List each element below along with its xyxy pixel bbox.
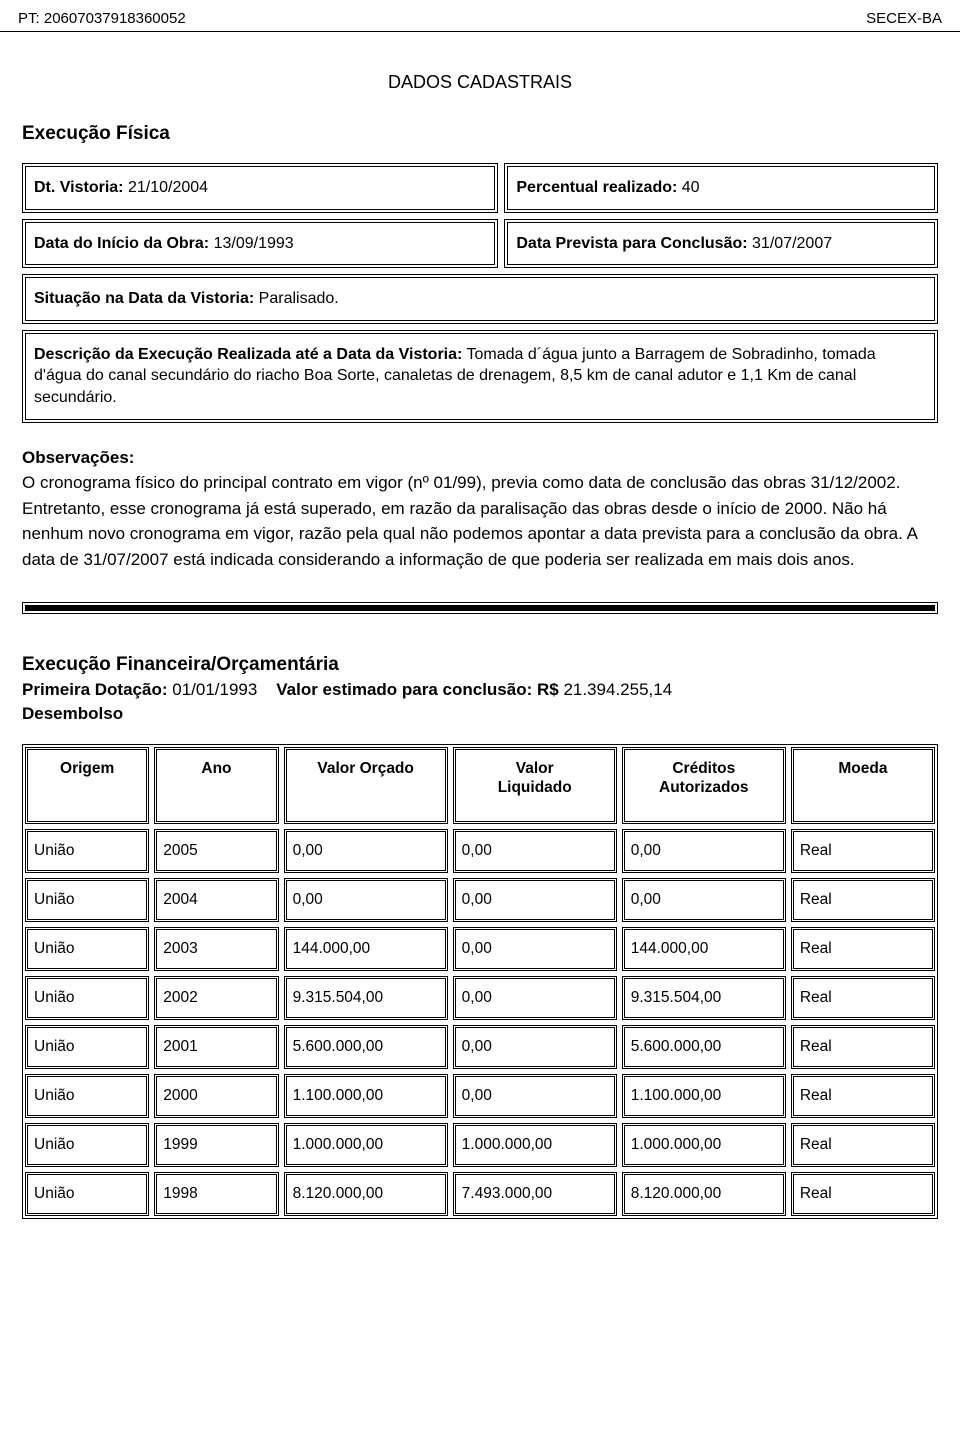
table-row: União20015.600.000,000,005.600.000,00Rea… [25, 1025, 935, 1069]
table-cell: 1.100.000,00 [622, 1074, 786, 1118]
table-cell: 1.000.000,00 [284, 1123, 448, 1167]
dt-vistoria-value: 21/10/2004 [128, 179, 208, 196]
descricao-label: Descrição da Execução Realizada até a Da… [34, 346, 462, 363]
header-pt-value: 20607037918360052 [44, 10, 186, 27]
data-inicio-value: 13/09/1993 [214, 235, 294, 252]
table-cell: União [25, 1025, 149, 1069]
table-cell: Real [791, 1074, 935, 1118]
table-header-cell: Ano [154, 747, 278, 824]
table-cell: 8.120.000,00 [284, 1172, 448, 1216]
valor-estimado-label: Valor estimado para conclusão: R$ [276, 680, 558, 699]
table-cell: 0,00 [284, 829, 448, 873]
table-cell: 2001 [154, 1025, 278, 1069]
table-cell: 2000 [154, 1074, 278, 1118]
table-cell: 2005 [154, 829, 278, 873]
table-cell: 144.000,00 [284, 927, 448, 971]
table-cell: 0,00 [453, 1074, 617, 1118]
table-header-cell: Moeda [791, 747, 935, 824]
primeira-dotacao-label: Primeira Dotação: [22, 680, 168, 699]
table-row: União20029.315.504,000,009.315.504,00Rea… [25, 976, 935, 1020]
section-divider [22, 602, 938, 614]
table-row: União2003144.000,000,00144.000,00Real [25, 927, 935, 971]
valor-estimado-value: 21.394.255,14 [563, 680, 672, 699]
table-cell: 0,00 [284, 878, 448, 922]
table-cell: 9.315.504,00 [284, 976, 448, 1020]
table-cell: 0,00 [453, 976, 617, 1020]
situacao-value: Paralisado. [259, 290, 339, 307]
table-cell: 5.600.000,00 [622, 1025, 786, 1069]
table-cell: Real [791, 976, 935, 1020]
table-cell: 1999 [154, 1123, 278, 1167]
table-cell: 1.000.000,00 [453, 1123, 617, 1167]
table-cell: União [25, 829, 149, 873]
table-header-cell: Valor Orçado [284, 747, 448, 824]
table-cell: União [25, 1074, 149, 1118]
table-cell: 1.000.000,00 [622, 1123, 786, 1167]
table-cell: Real [791, 1172, 935, 1216]
data-inicio-box: Data do Início da Obra: 13/09/1993 [22, 219, 498, 269]
table-row: União19988.120.000,007.493.000,008.120.0… [25, 1172, 935, 1216]
table-cell: 8.120.000,00 [622, 1172, 786, 1216]
table-cell: Real [791, 927, 935, 971]
table-cell: 0,00 [453, 1025, 617, 1069]
dt-vistoria-box: Dt. Vistoria: 21/10/2004 [22, 163, 498, 213]
page-header: PT: 20607037918360052 SECEX-BA [0, 0, 960, 32]
table-cell: União [25, 878, 149, 922]
desembolso-label: Desembolso [22, 704, 938, 724]
percentual-value: 40 [682, 179, 700, 196]
desembolso-table: OrigemAnoValor OrçadoValorLiquidadoCrédi… [22, 744, 938, 1219]
exec-fisica-heading: Execução Física [22, 123, 938, 145]
observacoes-body: O cronograma físico do principal contrat… [22, 470, 938, 572]
table-cell: 144.000,00 [622, 927, 786, 971]
data-prevista-box: Data Prevista para Conclusão: 31/07/2007 [504, 219, 938, 269]
table-cell: União [25, 1123, 149, 1167]
table-cell: 7.493.000,00 [453, 1172, 617, 1216]
table-cell: União [25, 976, 149, 1020]
exec-fin-subline: Primeira Dotação: 01/01/1993 Valor estim… [22, 680, 938, 700]
table-row: União20050,000,000,00Real [25, 829, 935, 873]
table-cell: União [25, 927, 149, 971]
table-cell: Real [791, 878, 935, 922]
table-row: União20001.100.000,000,001.100.000,00Rea… [25, 1074, 935, 1118]
situacao-box: Situação na Data da Vistoria: Paralisado… [22, 274, 938, 324]
table-header-cell: ValorLiquidado [453, 747, 617, 824]
table-cell: União [25, 1172, 149, 1216]
header-pt-label: PT: [18, 10, 40, 27]
observacoes-heading: Observações: [22, 445, 938, 471]
table-cell: Real [791, 1025, 935, 1069]
table-cell: 0,00 [622, 829, 786, 873]
page-title: DADOS CADASTRAIS [22, 72, 938, 93]
table-cell: 0,00 [622, 878, 786, 922]
header-left: PT: 20607037918360052 [18, 10, 186, 27]
descricao-box: Descrição da Execução Realizada até a Da… [22, 330, 938, 423]
table-cell: 2002 [154, 976, 278, 1020]
table-cell: 0,00 [453, 927, 617, 971]
data-prevista-value: 31/07/2007 [752, 235, 832, 252]
table-cell: 1.100.000,00 [284, 1074, 448, 1118]
situacao-label: Situação na Data da Vistoria: [34, 290, 254, 307]
table-cell: 1998 [154, 1172, 278, 1216]
table-header-cell: CréditosAutorizados [622, 747, 786, 824]
percentual-box: Percentual realizado: 40 [504, 163, 938, 213]
table-cell: 0,00 [453, 829, 617, 873]
table-header-row: OrigemAnoValor OrçadoValorLiquidadoCrédi… [25, 747, 935, 824]
table-cell: 5.600.000,00 [284, 1025, 448, 1069]
header-right: SECEX-BA [866, 10, 942, 27]
table-cell: 0,00 [453, 878, 617, 922]
primeira-dotacao-value: 01/01/1993 [172, 680, 257, 699]
table-row: União20040,000,000,00Real [25, 878, 935, 922]
table-cell: Real [791, 829, 935, 873]
table-cell: 9.315.504,00 [622, 976, 786, 1020]
table-cell: 2004 [154, 878, 278, 922]
data-prevista-label: Data Prevista para Conclusão: [516, 235, 747, 252]
table-header-cell: Origem [25, 747, 149, 824]
table-cell: 2003 [154, 927, 278, 971]
table-cell: Real [791, 1123, 935, 1167]
table-row: União19991.000.000,001.000.000,001.000.0… [25, 1123, 935, 1167]
percentual-label: Percentual realizado: [516, 179, 677, 196]
data-inicio-label: Data do Início da Obra: [34, 235, 209, 252]
dt-vistoria-label: Dt. Vistoria: [34, 179, 124, 196]
exec-fin-heading: Execução Financeira/Orçamentária [22, 654, 938, 676]
